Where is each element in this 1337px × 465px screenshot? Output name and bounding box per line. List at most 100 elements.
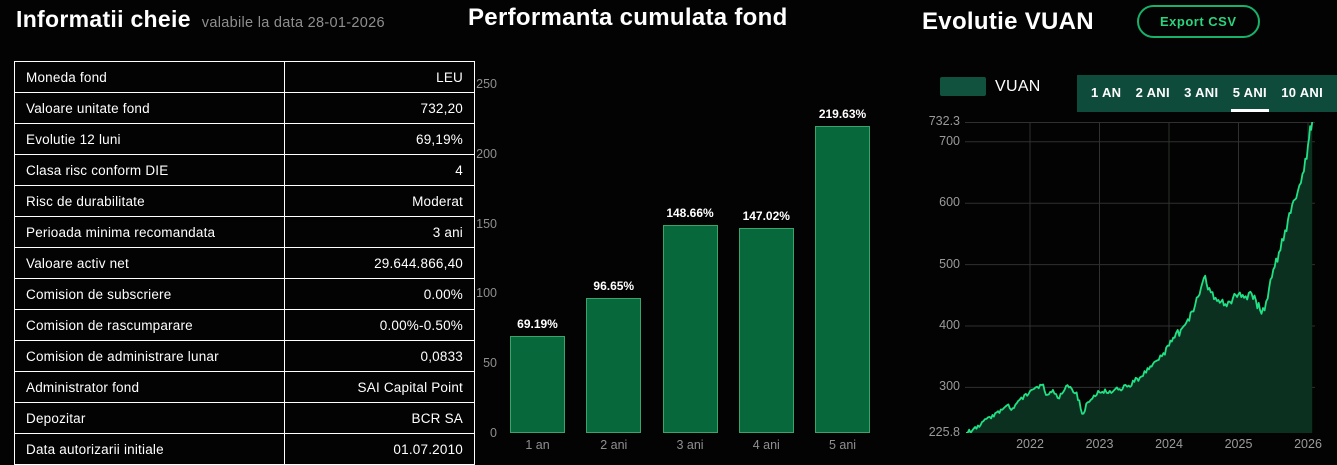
legend-swatch-icon <box>940 77 986 96</box>
bar-chart-xlabels: 1 an 2 ani 3 ani 4 ani 5 ani <box>510 438 870 452</box>
table-row: Valoare activ net 29.644.866,40 <box>14 247 475 279</box>
row-label: Comision de administrare lunar <box>14 340 285 372</box>
area-fill <box>966 122 1313 433</box>
table-row: Evolutie 12 luni 69,19% <box>14 123 475 155</box>
x-tick-label: 2023 <box>1085 437 1114 451</box>
bar-value-label: 96.65% <box>593 279 635 294</box>
row-label: Clasa risc conform DIE <box>14 154 285 186</box>
valid-date-subtitle: valabile la data 28-01-2026 <box>201 15 385 31</box>
table-row: Clasa risc conform DIE 4 <box>14 154 475 186</box>
bar: 147.02% <box>738 209 794 433</box>
bar-chart-plot: 69.19% 96.65% 148.66% 147.02% 219.63% <box>510 84 870 433</box>
row-value: 0.00%-0.50% <box>284 309 475 341</box>
bar: 219.63% <box>815 107 870 433</box>
row-value: 0.00% <box>284 278 475 310</box>
x-tick-label: 2 ani <box>600 438 628 452</box>
bar-column: 69.19% <box>510 84 565 433</box>
table-row: Data autorizarii initiale 01.07.2010 <box>14 433 475 465</box>
bar-value-label: 147.02% <box>742 208 790 223</box>
row-label: Valoare activ net <box>14 247 285 279</box>
row-value: LEU <box>284 61 475 93</box>
row-label: Administrator fond <box>14 371 285 403</box>
bar-chart-title: Performanta cumulata fond <box>468 4 788 31</box>
x-tick-label: 2026 <box>1294 437 1322 451</box>
y-tick-label: 732.3 <box>928 114 960 128</box>
x-tick-label: 1 an <box>525 438 550 452</box>
x-tick-label: 2024 <box>1155 437 1183 451</box>
series-line <box>966 121 1314 434</box>
line-chart-title: Evolutie VUAN <box>922 8 1094 35</box>
row-value: 3 ani <box>284 216 475 248</box>
tab-10-ani[interactable]: 10 ANI <box>1281 84 1323 100</box>
legend-label: VUAN <box>995 77 1041 95</box>
row-value: SAI Capital Point <box>284 371 475 403</box>
bar-chart-yticks: 0 50 100 150 200 250 <box>455 77 497 440</box>
export-csv-button[interactable]: Export CSV <box>1137 5 1260 38</box>
row-value: Moderat <box>284 185 475 217</box>
tab-5-ani[interactable]: 5 ANI <box>1230 75 1269 112</box>
table-row: Comision de rascumparare 0.00%-0.50% <box>14 309 475 341</box>
row-value: 69,19% <box>284 123 475 155</box>
table-row: Perioada minima recomandata 3 ani <box>14 216 475 248</box>
row-label: Moneda fond <box>14 61 285 93</box>
y-tick-label: 700 <box>939 133 960 148</box>
table-row: Comision de administrare lunar 0,0833 <box>14 340 475 372</box>
bar-value-label: 69.19% <box>517 317 558 332</box>
legend-item-vuan[interactable]: VUAN <box>940 77 1041 96</box>
line-chart-svg <box>965 121 1315 434</box>
line-chart-xlabels: 2022 2023 2024 2025 2026 <box>965 437 1322 453</box>
row-value: 29.644.866,40 <box>284 247 475 279</box>
y-tick-label: 400 <box>939 318 960 333</box>
x-tick-label: 2022 <box>1016 437 1044 451</box>
y-tick-label: 600 <box>939 195 960 210</box>
bar-column: 147.02% <box>738 84 794 433</box>
bar-column: 219.63% <box>815 84 870 433</box>
bar-value-label: 219.63% <box>818 107 867 122</box>
row-label: Depozitar <box>14 402 285 434</box>
y-tick-label: 50 <box>483 356 497 371</box>
bar: 69.19% <box>510 317 565 433</box>
y-tick-label: 300 <box>939 379 960 394</box>
tab-3-ani[interactable]: 3 ANI <box>1184 84 1219 100</box>
row-value: 4 <box>284 154 475 186</box>
row-label: Comision de subscriere <box>14 278 285 310</box>
key-info-table-body: Moneda fond LEU Valoare unitate fond 732,20… <box>14 61 475 465</box>
bar-value-label: 148.66% <box>666 206 714 221</box>
row-label: Perioada minima recomandata <box>14 216 285 248</box>
row-value: 732,20 <box>284 92 475 124</box>
table-row: Comision de subscriere 0.00% <box>14 278 475 310</box>
row-label: Risc de durabilitate <box>14 185 285 217</box>
table-row: Depozitar BCR SA <box>14 402 475 434</box>
key-info-table: Moneda fond LEU Valoare unitate fond 732,20… <box>14 61 475 465</box>
y-tick-label: 100 <box>476 286 497 301</box>
row-label: Evolutie 12 luni <box>14 123 285 155</box>
y-tick-label: 200 <box>476 146 497 161</box>
tab-2-ani[interactable]: 2 ANI <box>1135 84 1170 100</box>
y-tick-label: 250 <box>476 77 497 91</box>
row-value: BCR SA <box>284 402 475 434</box>
line-chart-plot <box>965 121 1315 434</box>
bar: 148.66% <box>662 206 718 433</box>
x-tick-label: 4 ani <box>752 438 780 452</box>
table-row: Valoare unitate fond 732,20 <box>14 92 475 124</box>
bar-column: 96.65% <box>586 84 642 433</box>
y-tick-label: 500 <box>939 256 960 271</box>
x-tick-label: 5 ani <box>828 438 857 452</box>
bar: 96.65% <box>586 279 642 433</box>
page-title: Informatii cheie <box>16 6 191 32</box>
row-value: 0,0833 <box>284 340 475 372</box>
y-tick-label: 225.8 <box>928 425 960 439</box>
tab-1-an[interactable]: 1 AN <box>1091 84 1122 100</box>
y-tick-label: 0 <box>490 426 497 440</box>
bar-column: 148.66% <box>662 84 718 433</box>
table-row: Risc de durabilitate Moderat <box>14 185 475 217</box>
x-tick-label: 3 ani <box>676 438 704 452</box>
range-tabs: 1 AN 2 ANI 3 ANI 5 ANI 10 ANI <box>1077 75 1337 112</box>
row-label: Data autorizarii initiale <box>14 433 285 465</box>
table-row: Moneda fond LEU <box>14 61 475 93</box>
x-tick-label: 2025 <box>1224 437 1253 451</box>
key-info-header: Informatii cheie valabile la data 28-01-2… <box>16 6 385 33</box>
row-value: 01.07.2010 <box>284 433 475 465</box>
row-label: Valoare unitate fond <box>14 92 285 124</box>
